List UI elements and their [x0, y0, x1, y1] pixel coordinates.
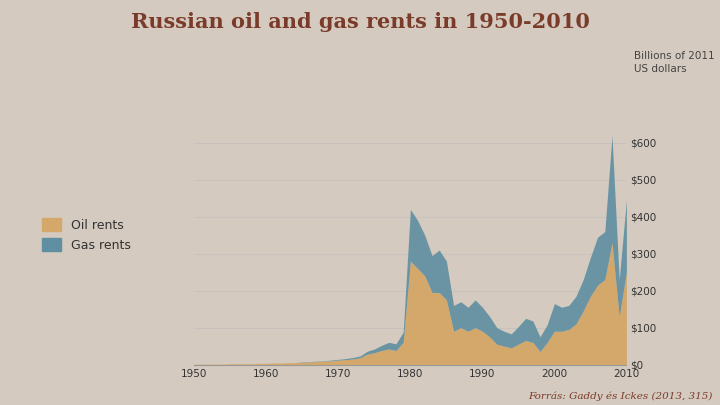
Legend: Oil rents, Gas rents: Oil rents, Gas rents	[42, 218, 131, 252]
Text: Russian oil and gas rents in 1950-2010: Russian oil and gas rents in 1950-2010	[130, 12, 590, 32]
Text: Billions of 2011
US dollars: Billions of 2011 US dollars	[634, 51, 714, 74]
Text: Forrás: Gaddy és Ickes (2013, 315): Forrás: Gaddy és Ickes (2013, 315)	[528, 392, 713, 401]
